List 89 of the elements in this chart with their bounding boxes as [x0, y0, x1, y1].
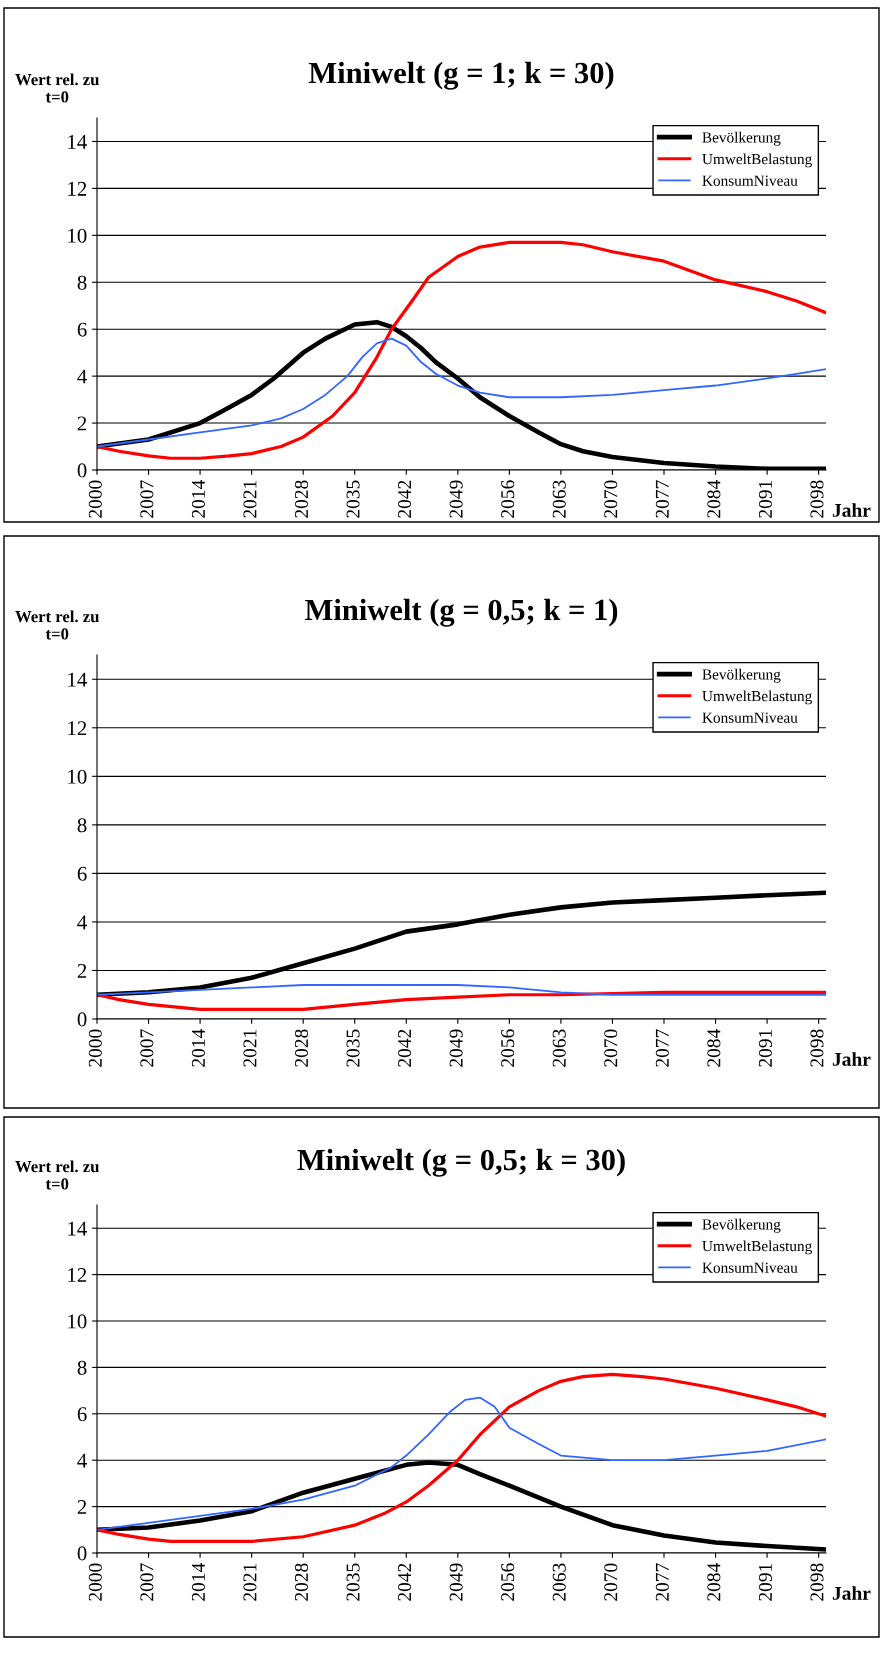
x-tick-label: 2091: [758, 1563, 772, 1601]
y-axis-title: Wert rel. zu t=0: [15, 1160, 99, 1190]
y-tick-label: 2: [77, 416, 87, 431]
line-series: [97, 990, 826, 1011]
x-tick-label: 2042: [398, 480, 412, 518]
x-tick-label: 2070: [604, 480, 618, 518]
x-tick-label: 2000: [88, 1029, 102, 1067]
x-tick-label: 2084: [707, 480, 721, 518]
y-tick-label: 10: [68, 769, 87, 784]
chart-title: Miniwelt (g = 0,5; k = 30): [297, 1148, 625, 1177]
y-axis-title: Wert rel. zu t=0: [15, 610, 99, 640]
x-axis-title: Jahr: [832, 1052, 871, 1066]
y-tick-label: 14: [68, 134, 87, 149]
x-tick-label: 2028: [294, 1563, 309, 1601]
x-tick-label: 2084: [707, 1563, 721, 1601]
chart-title: Miniwelt (g = 0,5; k = 1): [305, 598, 618, 627]
x-tick-label: 2091: [758, 480, 772, 518]
x-tick-label: 2070: [604, 1563, 618, 1601]
y-tick-label: 4: [77, 915, 87, 930]
legend-label: KonsumNiveau: [702, 175, 798, 186]
x-axis-title: Jahr: [832, 503, 871, 517]
y-tick-label: 12: [68, 1268, 87, 1282]
chart-title: Miniwelt (g = 1; k = 30): [308, 61, 614, 90]
line-series: [97, 984, 826, 996]
y-tick-label: 8: [77, 275, 87, 290]
x-tick-label: 2070: [604, 1029, 618, 1067]
y-tick-label: 12: [68, 181, 87, 196]
x-tick-label: 2098: [810, 1029, 824, 1067]
legend-label: Bevölkerung: [702, 668, 781, 683]
y-tick-label: 0: [77, 1546, 87, 1561]
legend-label: UmweltBelastung: [702, 1240, 812, 1255]
x-tick-label: 2049: [449, 1029, 463, 1067]
y-tick-label: 10: [68, 228, 87, 243]
x-axis-title: Jahr: [832, 1586, 871, 1600]
x-tick-label: 2007: [140, 480, 154, 518]
y-tick-label: 6: [77, 322, 87, 337]
x-tick-label: 2042: [398, 1029, 412, 1067]
legend-label: UmweltBelastung: [702, 153, 812, 168]
x-tick-label: 2056: [501, 480, 515, 518]
x-tick-label: 2063: [552, 1563, 566, 1601]
x-tick-label: 2077: [655, 1029, 669, 1067]
x-tick-label: 2063: [552, 1029, 566, 1067]
legend-label: KonsumNiveau: [702, 1262, 798, 1273]
x-tick-label: 2007: [140, 1563, 154, 1601]
x-tick-label: 2021: [243, 1029, 257, 1067]
x-tick-label: 2077: [655, 1563, 669, 1601]
y-tick-label: 2: [77, 963, 87, 978]
legend-label: Bevölkerung: [702, 1218, 781, 1233]
y-tick-label: 4: [77, 1453, 87, 1468]
legend-label: KonsumNiveau: [702, 712, 798, 723]
y-tick-label: 8: [77, 818, 87, 833]
x-tick-label: 2042: [398, 1563, 412, 1601]
x-tick-label: 2021: [243, 480, 257, 518]
x-tick-label: 2000: [88, 1563, 102, 1601]
y-tick-label: 6: [77, 866, 87, 881]
x-tick-label: 2049: [449, 1563, 463, 1601]
x-tick-label: 2035: [346, 480, 360, 518]
x-tick-label: 2049: [449, 480, 463, 518]
x-tick-label: 2098: [810, 480, 824, 518]
x-tick-label: 2000: [88, 480, 102, 518]
x-tick-label: 2007: [140, 1029, 154, 1067]
x-tick-label: 2077: [655, 480, 669, 518]
y-tick-label: 12: [68, 721, 87, 736]
x-tick-label: 2028: [294, 1029, 309, 1067]
y-tick-label: 0: [77, 463, 87, 478]
x-tick-label: 2014: [191, 1029, 205, 1067]
x-tick-label: 2056: [501, 1563, 515, 1601]
y-tick-label: 6: [77, 1407, 87, 1422]
x-tick-label: 2084: [707, 1029, 721, 1067]
y-tick-label: 0: [77, 1012, 87, 1027]
x-tick-label: 2021: [243, 1563, 257, 1601]
x-tick-label: 2014: [191, 1563, 205, 1601]
x-tick-label: 2063: [552, 480, 566, 518]
x-tick-label: 2035: [346, 1563, 360, 1601]
x-tick-label: 2098: [810, 1563, 824, 1601]
legend-label: Bevölkerung: [702, 131, 781, 146]
y-tick-label: 10: [68, 1314, 87, 1329]
y-tick-label: 8: [77, 1360, 87, 1375]
legend-label: UmweltBelastung: [702, 690, 812, 705]
x-tick-label: 2056: [501, 1029, 515, 1067]
x-tick-label: 2091: [758, 1029, 772, 1067]
x-tick-label: 2035: [346, 1029, 360, 1067]
y-tick-label: 2: [77, 1500, 87, 1514]
y-axis-title: Wert rel. zu t=0: [15, 73, 99, 103]
x-tick-label: 2014: [191, 480, 205, 518]
y-tick-label: 14: [68, 672, 87, 687]
y-tick-label: 4: [77, 369, 87, 384]
x-tick-label: 2028: [294, 480, 309, 518]
y-tick-label: 14: [68, 1221, 87, 1236]
